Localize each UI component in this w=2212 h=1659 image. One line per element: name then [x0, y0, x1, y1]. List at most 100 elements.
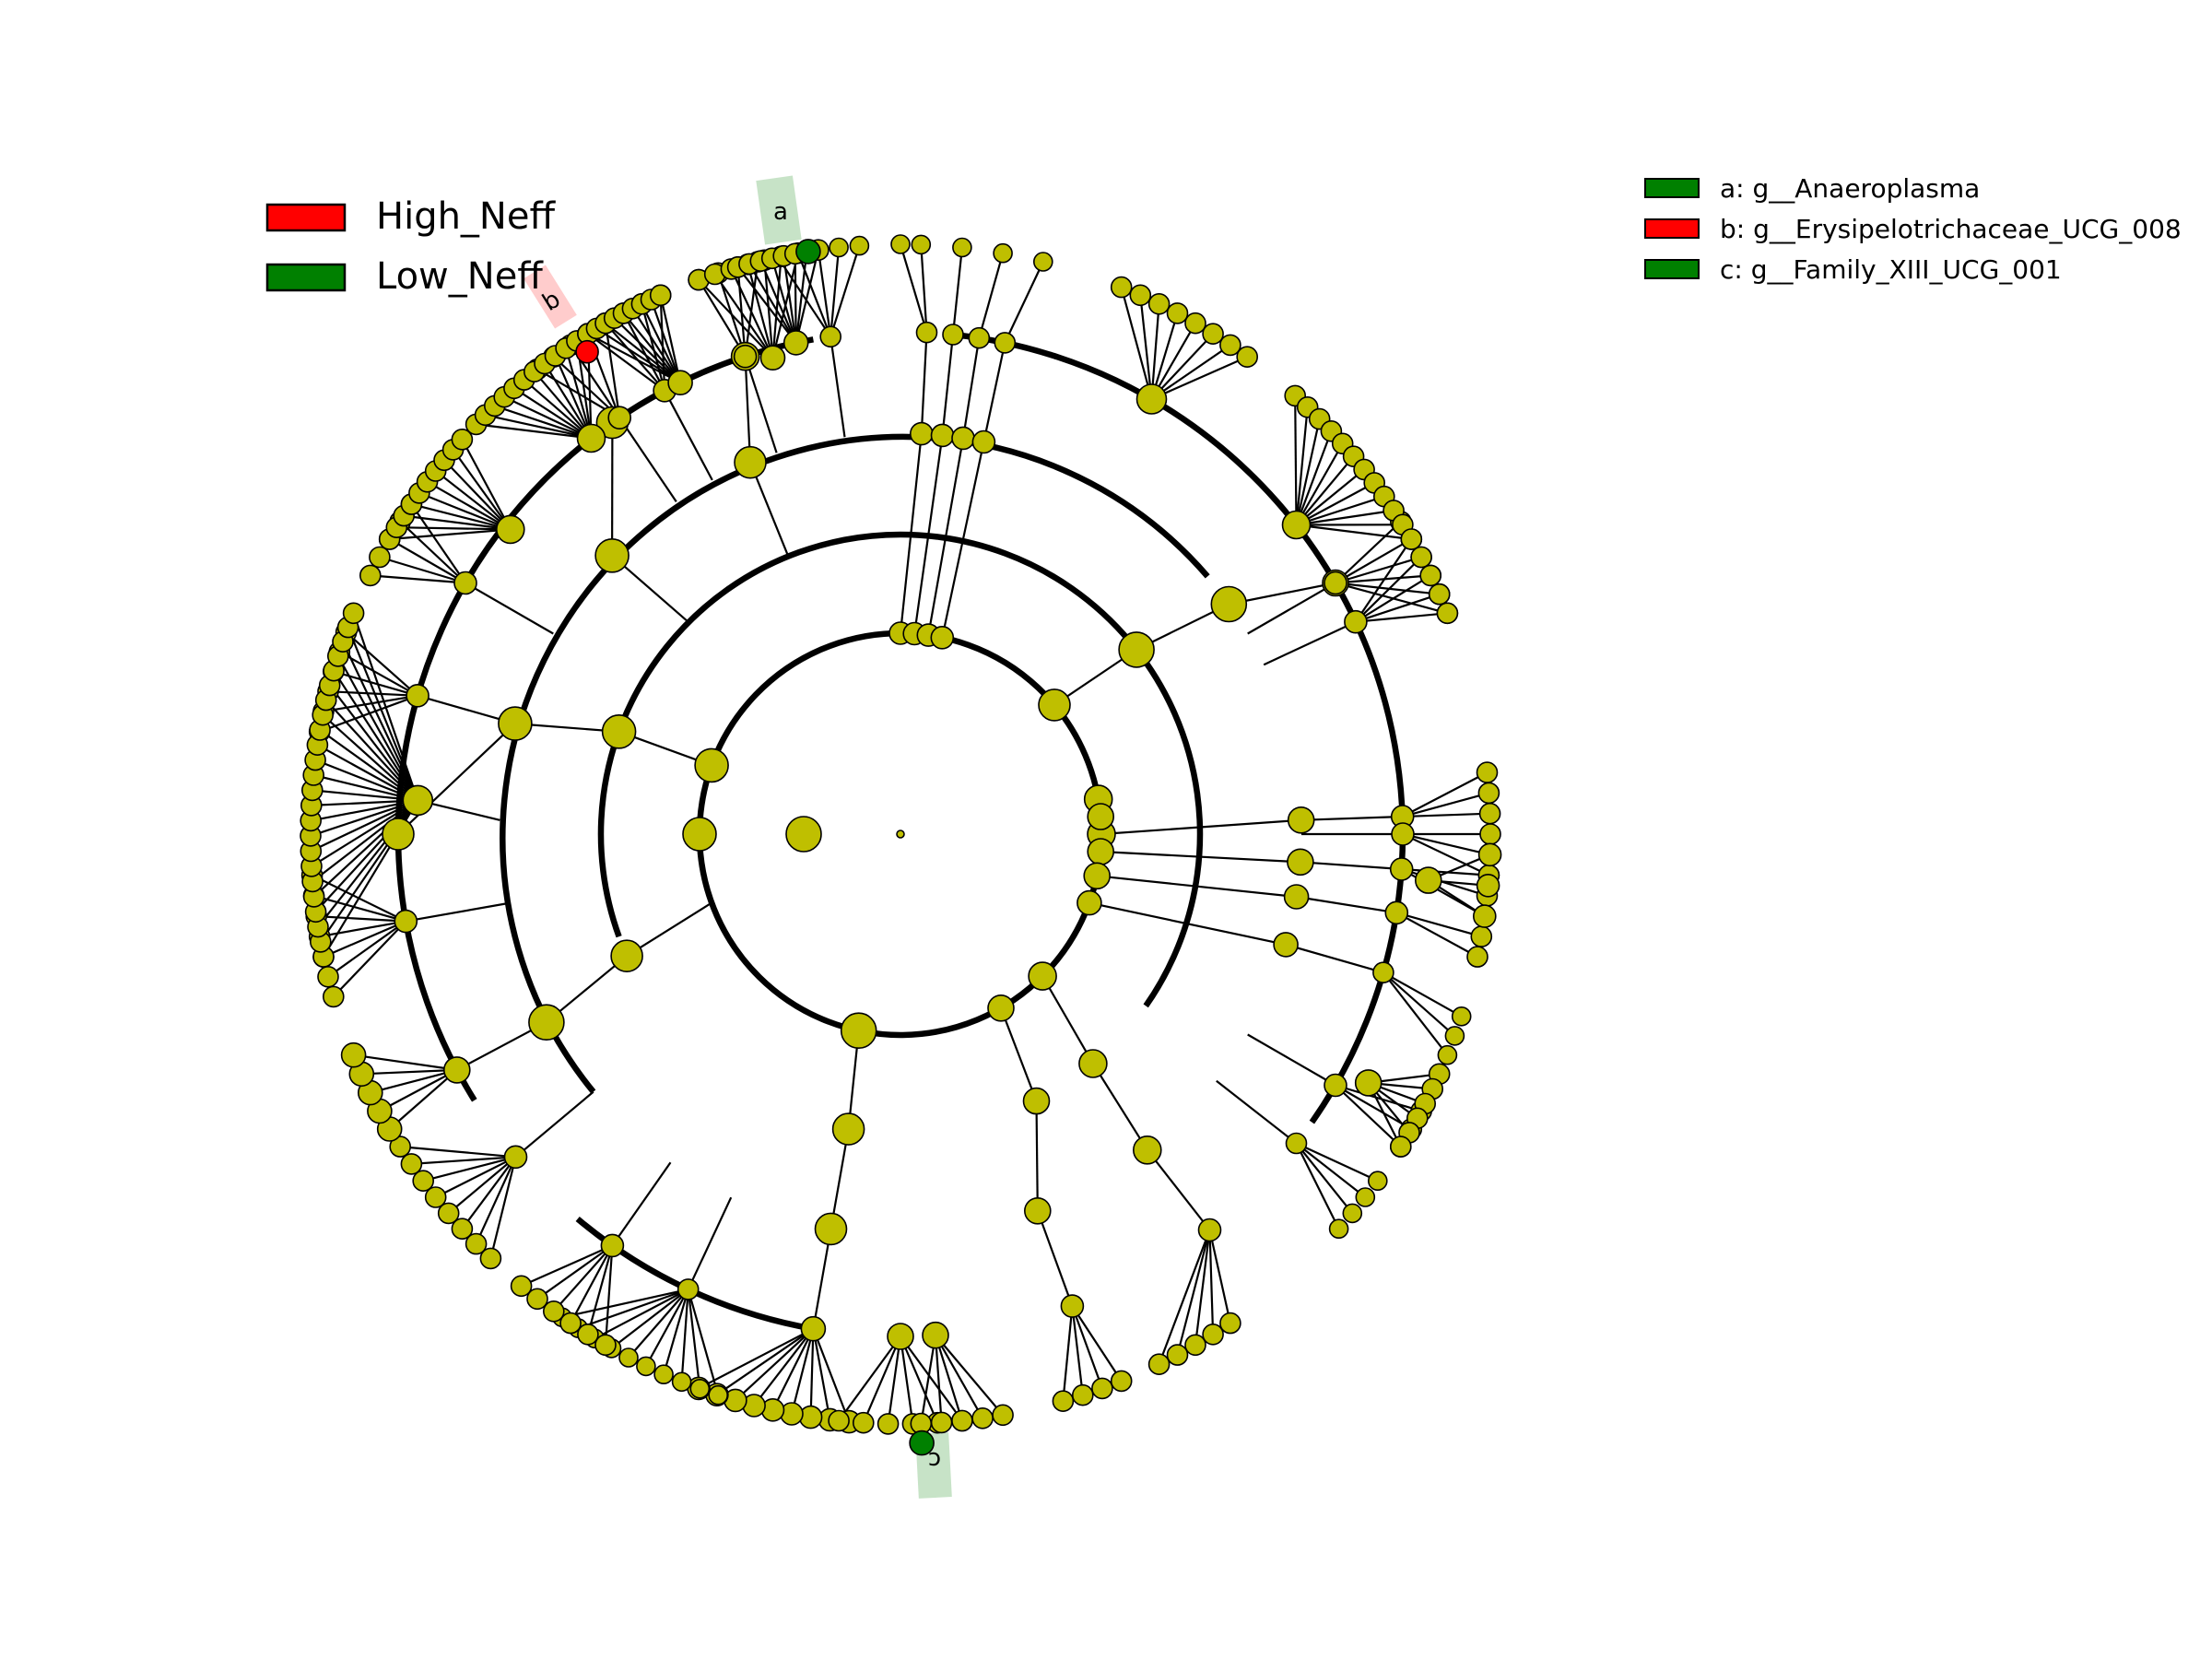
branch	[604, 1245, 614, 1346]
branch	[1091, 1063, 1148, 1151]
tree-node	[915, 321, 938, 344]
branch	[399, 521, 466, 584]
branch	[1194, 1230, 1211, 1346]
tree-node	[922, 1321, 949, 1349]
branch	[1295, 418, 1321, 525]
branch	[631, 308, 682, 383]
branch	[328, 684, 419, 802]
tree-node	[1210, 585, 1248, 623]
tree-node	[1283, 884, 1310, 910]
branch	[817, 250, 832, 337]
branch	[1395, 912, 1478, 959]
branch	[312, 799, 418, 883]
branch	[713, 273, 774, 359]
tree-node	[708, 1384, 729, 1406]
branch	[379, 1068, 458, 1112]
tree-node	[503, 1145, 528, 1170]
tree-node	[1451, 1006, 1472, 1027]
group-legend-entry-high: High_Neff	[265, 195, 556, 238]
branch	[1139, 295, 1153, 400]
tree-node	[994, 332, 1017, 354]
branch	[763, 260, 774, 359]
tree-node	[1473, 904, 1497, 928]
branch	[605, 322, 681, 384]
tree-node	[909, 421, 934, 446]
tree-node	[1028, 961, 1057, 991]
tree-node	[498, 706, 533, 741]
group-label-high: High_Neff	[376, 195, 556, 238]
branch	[927, 438, 965, 636]
branch	[730, 268, 774, 359]
tree-node	[785, 816, 822, 853]
tree-node	[1384, 900, 1409, 925]
branch	[1150, 303, 1160, 400]
branch	[310, 799, 418, 837]
branch	[327, 920, 406, 978]
branch	[899, 1335, 914, 1425]
branch	[503, 395, 592, 440]
branch	[353, 1053, 457, 1071]
branch	[1151, 356, 1248, 401]
tree-node	[1355, 1187, 1376, 1207]
branch	[489, 1157, 517, 1259]
branch	[370, 574, 466, 584]
branch	[1335, 1084, 1422, 1112]
branch	[1402, 832, 1490, 856]
branch	[680, 1288, 689, 1382]
branch	[1335, 1084, 1402, 1147]
tree-node	[600, 1233, 625, 1258]
tree-node	[1110, 276, 1133, 299]
tree-node	[759, 345, 786, 371]
tree-node	[1390, 1135, 1412, 1158]
branch	[1071, 1305, 1103, 1389]
branch	[476, 423, 592, 440]
tree-node	[733, 344, 758, 369]
branch	[1355, 556, 1422, 623]
tree-node	[1344, 609, 1368, 634]
branch	[1402, 833, 1489, 877]
branch	[1097, 875, 1297, 899]
branch	[594, 1288, 689, 1340]
tree-node	[911, 234, 932, 255]
tree-node	[682, 817, 717, 852]
branch	[310, 799, 418, 853]
branch	[323, 920, 406, 959]
branch	[920, 332, 928, 434]
branch	[687, 1288, 701, 1389]
branch	[1396, 912, 1482, 938]
tree-node	[1476, 873, 1500, 898]
tree-node	[1391, 822, 1415, 846]
branch	[644, 1288, 689, 1367]
tree-node	[782, 330, 809, 356]
tree-node	[1110, 1370, 1133, 1393]
branch	[1295, 442, 1344, 526]
tree-node	[814, 1212, 848, 1246]
branch	[1300, 861, 1402, 871]
tree-node	[1410, 546, 1432, 569]
branch	[716, 1327, 815, 1396]
branch	[1300, 815, 1403, 821]
branch	[1100, 818, 1301, 836]
branch	[838, 1335, 901, 1422]
tree-node	[618, 1347, 639, 1368]
tree-node	[1466, 946, 1488, 968]
branch	[790, 1328, 815, 1415]
branch	[461, 439, 512, 530]
branch	[961, 337, 981, 439]
branch	[333, 670, 419, 801]
branch	[771, 1328, 815, 1411]
branch	[1247, 1033, 1336, 1087]
branch	[650, 299, 682, 383]
branch	[352, 612, 419, 801]
branch	[771, 256, 782, 359]
branch	[796, 253, 832, 337]
branch	[338, 651, 418, 697]
branch	[345, 631, 418, 697]
tree-node	[1479, 823, 1501, 845]
tree-node	[1147, 1353, 1171, 1375]
tree-node	[359, 564, 382, 587]
tree-node	[780, 1402, 804, 1426]
branch	[536, 1244, 614, 1300]
branch	[982, 342, 1006, 442]
tree-node	[1281, 510, 1312, 540]
